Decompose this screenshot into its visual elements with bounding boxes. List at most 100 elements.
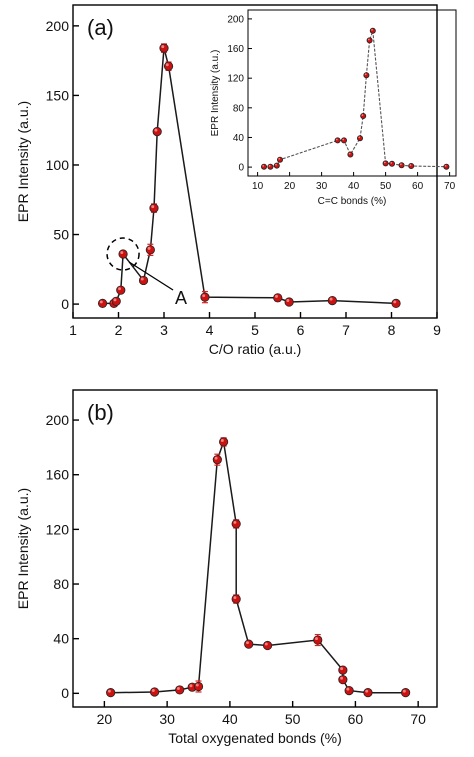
y-tick-label: 100 <box>46 157 70 173</box>
data-point-highlight <box>383 161 386 164</box>
data-point-highlight <box>118 287 121 291</box>
data-point <box>340 137 347 144</box>
data-point <box>313 635 323 645</box>
y-tick-label: 160 <box>46 467 70 483</box>
x-tick-label: 9 <box>433 322 441 338</box>
y-tick-label: 200 <box>227 14 244 25</box>
data-point <box>106 688 116 698</box>
data-point-highlight <box>113 298 117 302</box>
annotation-label: A <box>175 288 187 308</box>
x-tick-label: 5 <box>251 322 259 338</box>
data-point <box>200 292 210 302</box>
x-tick-label: 7 <box>342 322 350 338</box>
x-tick-label: 60 <box>412 181 424 192</box>
data-point <box>231 594 241 604</box>
x-tick-label: 40 <box>348 181 360 192</box>
x-axis-label: Total oxygenated bonds (%) <box>168 730 342 746</box>
data-point-highlight <box>358 136 361 139</box>
data-point-highlight <box>233 520 237 524</box>
x-tick-label: 8 <box>388 322 396 338</box>
data-point-highlight <box>340 667 344 671</box>
x-axis-label: C=C bonds (%) <box>318 196 387 207</box>
data-point <box>118 249 128 259</box>
y-tick-label: 80 <box>233 103 245 114</box>
data-point-highlight <box>275 294 278 298</box>
data-point-highlight <box>161 45 165 49</box>
data-point <box>338 675 348 685</box>
x-tick-label: 20 <box>284 181 296 192</box>
x-tick-label: 2 <box>115 322 123 338</box>
y-tick-label: 0 <box>61 685 69 701</box>
data-point <box>284 297 294 307</box>
data-point <box>369 27 376 34</box>
y-tick-label: 50 <box>53 226 69 242</box>
data-point <box>159 43 169 53</box>
data-point <box>347 151 354 158</box>
data-point-highlight <box>233 596 237 600</box>
data-point-highlight <box>165 63 169 67</box>
data-point <box>111 296 121 306</box>
data-point-highlight <box>189 684 193 688</box>
data-point <box>356 135 363 142</box>
data-point-highlight <box>402 689 406 693</box>
data-point <box>408 162 415 169</box>
data-point-highlight <box>214 456 218 460</box>
y-tick-label: 80 <box>53 576 69 592</box>
y-axis-label: EPR Intensity (a.u.) <box>210 50 221 137</box>
y-tick-label: 150 <box>46 87 70 103</box>
y-axis-label: EPR Intensity (a.u.) <box>15 101 31 222</box>
x-tick-label: 30 <box>159 711 175 727</box>
data-point-highlight <box>147 246 151 250</box>
data-point <box>138 275 149 286</box>
data-point-highlight <box>99 300 103 304</box>
data-point-highlight <box>315 637 318 641</box>
data-point-highlight <box>348 152 351 155</box>
data-point <box>344 686 354 696</box>
x-tick-label: 3 <box>160 322 168 338</box>
data-point-highlight <box>365 689 369 693</box>
x-tick-label: 50 <box>380 181 392 192</box>
data-point-highlight <box>262 164 265 167</box>
data-point-highlight <box>202 294 206 298</box>
data-point <box>231 519 241 529</box>
y-axis-label: EPR Intensity (a.u.) <box>15 488 31 609</box>
data-point <box>267 163 274 170</box>
data-point-highlight <box>286 299 290 303</box>
data-point-highlight <box>364 73 367 76</box>
data-point <box>149 203 159 213</box>
highlight-circle <box>106 237 140 271</box>
data-point <box>388 160 395 167</box>
data-point <box>401 688 411 698</box>
data-point <box>276 156 283 163</box>
x-tick-label: 1 <box>69 322 77 338</box>
x-tick-label: 70 <box>444 181 456 192</box>
data-point <box>97 298 108 308</box>
inset-chart: 10 20 30 40 50 60 70 0 40 80 120 160 200 C=C bonds (%… <box>202 8 457 207</box>
data-point <box>145 245 155 255</box>
data-point-highlight <box>151 205 155 209</box>
data-point-highlight <box>120 251 124 255</box>
plot-frame <box>247 9 457 177</box>
panel-label: (b) <box>87 400 114 425</box>
data-point <box>175 685 185 695</box>
data-point-highlight <box>278 157 281 160</box>
data-point <box>149 687 160 697</box>
data-point-highlight <box>367 38 370 41</box>
data-point-highlight <box>371 28 373 31</box>
data-point-highlight <box>340 676 344 680</box>
data-point-highlight <box>220 438 224 442</box>
data-point-highlight <box>264 642 268 646</box>
data-point <box>163 61 174 71</box>
data-point <box>219 437 229 447</box>
data-point-highlight <box>195 683 199 687</box>
data-point <box>391 298 401 308</box>
data-point-highlight <box>107 689 111 693</box>
data-point-highlight <box>275 163 277 166</box>
y-tick-label: 200 <box>46 412 70 428</box>
data-point <box>363 72 370 79</box>
series-line <box>102 47 397 305</box>
data-point-highlight <box>399 163 402 166</box>
data-point <box>334 137 341 144</box>
annotation-pointer <box>128 261 174 291</box>
